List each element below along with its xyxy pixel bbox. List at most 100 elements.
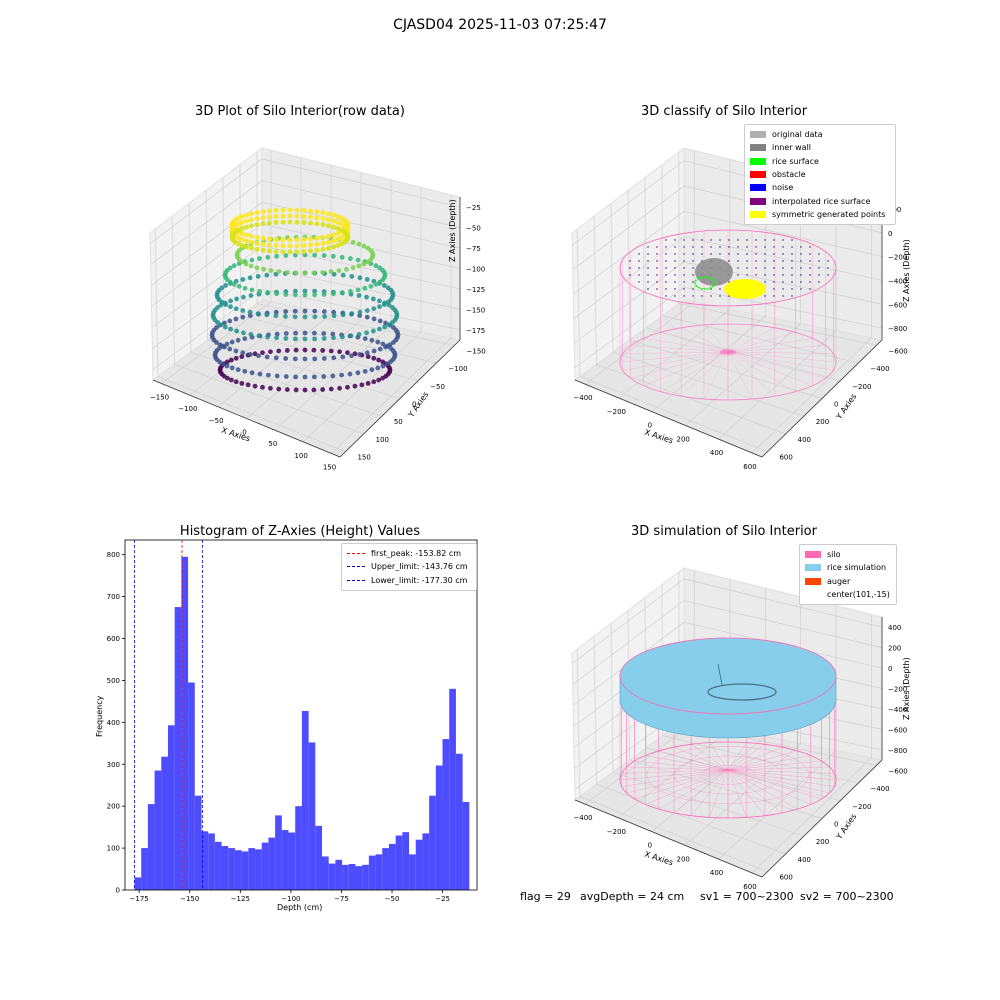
p1-point (320, 348, 326, 353)
p2-ygrid (661, 164, 663, 316)
histogram-bar (335, 859, 343, 890)
p1-point (364, 330, 369, 336)
histogram-ytick-label: 300 (107, 761, 120, 769)
p1-point (377, 326, 382, 332)
p4-legend-label: auger (827, 576, 851, 586)
panel3-xlabel: Depth (cm) (277, 903, 323, 912)
panel4-legend: silo rice simulation auger center(101,-15) (799, 544, 897, 606)
p2-ztick: −800 (888, 325, 907, 333)
p2-noise-point (746, 239, 748, 241)
p1-point (330, 212, 336, 218)
p2-silo-floor (681, 327, 729, 353)
p1-point (287, 207, 293, 213)
p1-point (370, 250, 375, 256)
p2-ztick: −600 (888, 301, 907, 309)
p1-point (274, 373, 280, 379)
histogram-bar (415, 839, 423, 890)
p1-point (249, 233, 255, 239)
p1-point (349, 353, 354, 359)
p4-ztick: −600 (888, 726, 907, 734)
p1-point (256, 333, 262, 339)
histogram-bar (308, 742, 316, 890)
p1-point (217, 342, 223, 348)
histogram-ytick-label: 600 (107, 635, 120, 643)
p2-noise-point (818, 260, 820, 262)
p1-point (248, 293, 254, 298)
p2-xtick: 400 (710, 449, 723, 457)
p1-point (294, 219, 300, 225)
p2-noise-point (692, 295, 694, 297)
p2-noise-point (719, 288, 721, 290)
p2-legend-swatch (750, 131, 766, 139)
p1-point (371, 316, 377, 322)
p4-legend-entry: center(101,-15) (805, 588, 891, 601)
p1-xtick: 100 (294, 452, 307, 460)
histogram-bar (194, 795, 202, 890)
p1-point (242, 368, 248, 374)
histogram-ytick-label: 500 (107, 677, 120, 685)
p1-point (293, 330, 298, 336)
p2-noise-point (647, 274, 649, 276)
p1-point (314, 241, 320, 247)
p1-point (348, 256, 353, 261)
footer-sv1: sv1 = 700~2300 (700, 890, 794, 903)
histogram-legend-entry: first_peak: -153.82 cm (347, 547, 471, 560)
p2-ytick: 400 (798, 436, 811, 444)
p2-noise-point (692, 260, 694, 262)
p2-noise-point (764, 281, 766, 283)
p2-noise-point (674, 274, 676, 276)
p2-legend-entry: obstacle (750, 168, 890, 181)
p2-noise-point (755, 267, 757, 269)
p2-noise-point (683, 295, 685, 297)
p4-legend-label: silo (827, 550, 841, 560)
p2-noise-point (773, 246, 775, 248)
p1-ztick: −75 (466, 245, 481, 253)
p1-point (257, 371, 263, 377)
histogram-bar (375, 854, 383, 890)
p2-silo-floor (622, 351, 729, 371)
p1-point (273, 219, 279, 225)
histogram-bar (174, 607, 182, 890)
p2-legend-swatch (750, 197, 766, 205)
p1-point (284, 387, 290, 392)
p2-ytick: −200 (852, 383, 871, 391)
p1-point (265, 372, 271, 378)
histogram-bar (342, 864, 349, 890)
p1-zgrid (152, 288, 263, 370)
p1-point (293, 347, 299, 353)
p4-ygrid (596, 783, 786, 855)
p2-noise-point (647, 288, 649, 290)
p2-noise-point (782, 295, 784, 297)
p1-point (247, 313, 253, 318)
p1-point (247, 352, 253, 357)
p1-point (302, 308, 308, 314)
histogram-bar (188, 682, 195, 890)
p2-noise-point (791, 267, 793, 269)
p1-point (287, 219, 293, 225)
p2-legend-swatch (750, 171, 766, 179)
p1-point (283, 331, 289, 336)
p2-noise-point (665, 281, 667, 283)
p2-noise-point (764, 246, 766, 248)
p1-point (240, 308, 246, 313)
histogram-frame (124, 539, 478, 891)
p2-noise-point (638, 267, 640, 269)
histogram-xtick-label: −100 (281, 895, 300, 903)
p1-point (239, 219, 245, 225)
histogram-bar (167, 725, 175, 890)
p1-point (219, 285, 225, 291)
p1-point (280, 213, 286, 219)
panel4-title: 3D simulation of Silo Interior (631, 524, 817, 539)
p4-yaxis-line (761, 759, 883, 878)
p2-inner-wall-blob (695, 258, 733, 286)
p1-point (302, 336, 308, 342)
p1-point (252, 383, 258, 389)
p2-legend-entry: original data (750, 128, 890, 141)
p1-ygrid (174, 363, 364, 435)
p2-noise-point (683, 246, 685, 248)
p1-point (283, 309, 289, 314)
p1-point (266, 214, 272, 220)
p1-point (361, 243, 367, 249)
p1-point (362, 285, 368, 291)
p1-point (330, 373, 336, 379)
